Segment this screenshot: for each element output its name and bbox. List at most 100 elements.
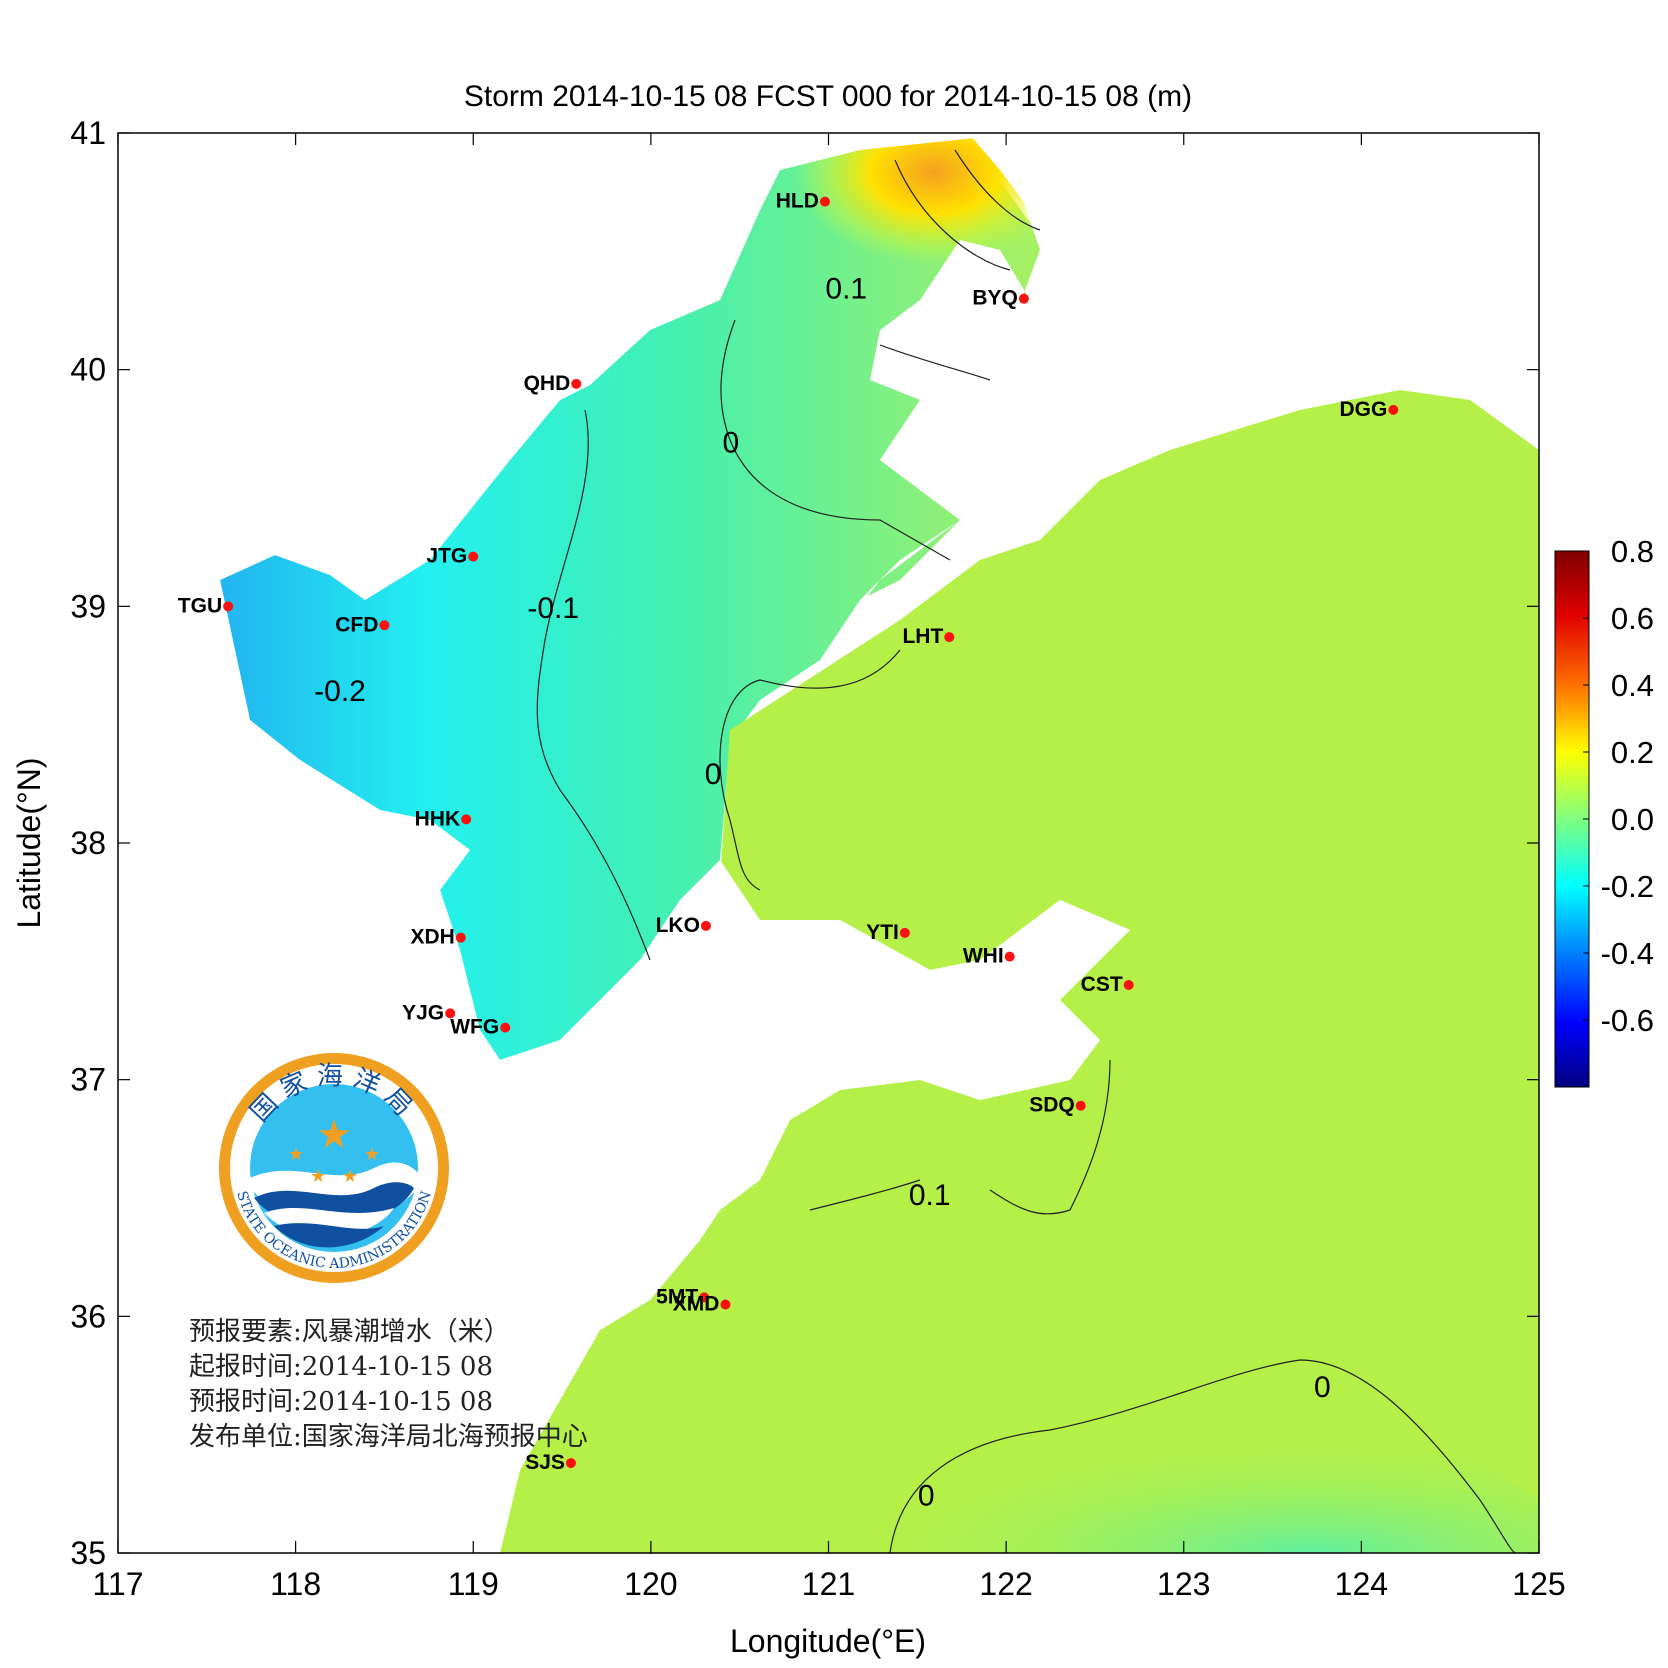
- contour-line-0-south: [889, 1359, 1516, 1553]
- contour-label: 0.1: [909, 1179, 951, 1212]
- station-label: SJS: [525, 1451, 565, 1474]
- contour-lines: [536, 149, 1516, 1553]
- station-dgg: DGG: [1340, 398, 1399, 421]
- contour-label: -0.1: [527, 592, 579, 625]
- logo-star-main: ★: [316, 1113, 352, 1157]
- colorbar-tick-label: 0.4: [1611, 668, 1654, 703]
- axis-ticks: 117 118 119 120 121 122 123 124 125 35 36 37 38 39 40 4…: [70, 115, 1565, 1602]
- station-label: HLD: [776, 190, 819, 213]
- colorbar-tick-label: 0.0: [1611, 802, 1654, 837]
- info-line-forecast-time: 预报时间:2014-10-15 08: [189, 1387, 493, 1417]
- y-tick-label: 37: [70, 1062, 106, 1098]
- station-label: XDH: [410, 926, 454, 949]
- station-byq: BYQ: [972, 287, 1029, 310]
- station-label: DGG: [1340, 398, 1388, 421]
- station-marker: [571, 378, 582, 389]
- y-tick-label: 40: [70, 352, 106, 388]
- contour-line-0.2-liaodong: [954, 149, 1041, 231]
- colorbar-tick-label: 0.8: [1611, 534, 1654, 569]
- station-label: 5MT: [656, 1285, 698, 1308]
- contour-line-0-central: [719, 649, 901, 891]
- chart-title: Storm 2014-10-15 08 FCST 000 for 2014-10…: [464, 80, 1192, 113]
- colorbar-tick-label: -0.4: [1601, 936, 1654, 971]
- x-tick-label: 117: [92, 1566, 143, 1602]
- station-marker: [944, 632, 955, 643]
- x-tick-label: 122: [979, 1566, 1032, 1602]
- yellow-sea-region: [500, 390, 1539, 1553]
- station-marker: [1004, 951, 1015, 962]
- contour-label: 0: [705, 758, 722, 791]
- station-yjg: YJG: [402, 1001, 456, 1024]
- soa-logo: ★ ★ ★ ★ ★ 国家海洋局 STATE OCEANIC ADMINISTRA…: [219, 1053, 449, 1283]
- contour-line-0.1-south: [809, 1059, 1111, 1215]
- station-marker: [455, 932, 466, 943]
- station-label: SDQ: [1029, 1094, 1075, 1117]
- station-hhk: HHK: [415, 807, 472, 830]
- station-marker: [819, 196, 830, 207]
- info-line-element: 预报要素:风暴潮增水（米）: [189, 1317, 510, 1347]
- station-whi: WHI: [963, 945, 1015, 968]
- contour-label: -0.2: [314, 675, 366, 708]
- station-qhd: QHD: [524, 372, 582, 395]
- y-axis-label: Latitude(°N): [11, 757, 47, 928]
- x-tick-label: 121: [802, 1566, 855, 1602]
- station-label: BYQ: [972, 287, 1018, 310]
- station-lko: LKO: [656, 914, 711, 937]
- station-marker: [1075, 1100, 1086, 1111]
- station-lht: LHT: [902, 625, 955, 648]
- station-label: LKO: [656, 914, 700, 937]
- station-label: TGU: [178, 594, 222, 617]
- x-tick-label: 124: [1335, 1566, 1388, 1602]
- y-tick-label: 39: [70, 588, 106, 624]
- logo-star-2: ★: [364, 1144, 380, 1164]
- station-marker: [899, 927, 910, 938]
- colorbar-tick-label: -0.2: [1601, 869, 1654, 904]
- station-marker: [1018, 293, 1029, 304]
- station-jtg: JTG: [426, 545, 479, 568]
- y-tick-label: 36: [70, 1298, 106, 1334]
- info-line-start-time: 起报时间:2014-10-15 08: [189, 1352, 493, 1382]
- station-tgu: TGU: [178, 594, 234, 617]
- bohai-sea-region: [220, 140, 1050, 1060]
- station-sdq: SDQ: [1029, 1094, 1086, 1117]
- x-tick-label: 123: [1157, 1566, 1210, 1602]
- station-marker: [461, 814, 472, 825]
- logo-star-4: ★: [342, 1166, 358, 1186]
- station-xmd: XMD: [673, 1293, 731, 1316]
- colorbar-tick-label: -0.6: [1601, 1003, 1654, 1038]
- contour-label: 0: [722, 427, 739, 460]
- station-marker: [468, 551, 479, 562]
- station-marker: [565, 1458, 576, 1469]
- y-tick-label: 41: [70, 115, 106, 151]
- station-wfg: WFG: [450, 1016, 511, 1039]
- station-label: LHT: [902, 625, 943, 648]
- x-tick-label: 118: [270, 1566, 321, 1602]
- station-marker: [500, 1022, 511, 1033]
- land-west: [118, 580, 1130, 1553]
- contour-label: 0: [918, 1480, 935, 1513]
- station-label: WFG: [450, 1016, 499, 1039]
- station-marker: [445, 1008, 456, 1019]
- south-yellow-sea-low: [780, 1360, 1539, 1553]
- logo-star-1: ★: [288, 1144, 304, 1164]
- forecast-info: 预报要素:风暴潮增水（米） 起报时间:2014-10-15 08 预报时间:20…: [189, 1317, 588, 1452]
- logo-star-3: ★: [310, 1166, 326, 1186]
- liaodong-peninsula: [850, 133, 1539, 620]
- contour-line-0.1-liaodong: [879, 159, 1011, 381]
- station-label: JTG: [426, 545, 467, 568]
- station-label: QHD: [524, 372, 571, 395]
- station-label: HHK: [415, 807, 461, 830]
- contour-label: 0.1: [825, 273, 867, 306]
- colorbar-ticks: 0.8 0.6 0.4 0.2 0.0 -0.2 -0.4 -0.6: [1583, 534, 1654, 1038]
- station-label: CFD: [335, 613, 378, 636]
- info-line-issuer: 发布单位:国家海洋局北海预报中心: [189, 1422, 588, 1452]
- station-label: CST: [1081, 973, 1123, 996]
- station-label: XMD: [673, 1293, 720, 1316]
- station-label: YJG: [402, 1001, 444, 1024]
- x-tick-label: 125: [1512, 1566, 1565, 1602]
- x-axis-label: Longitude(°E): [730, 1623, 926, 1659]
- station-cst: CST: [1081, 973, 1134, 996]
- station-marker: [223, 601, 234, 612]
- contour-line-minus0.1: [536, 409, 651, 961]
